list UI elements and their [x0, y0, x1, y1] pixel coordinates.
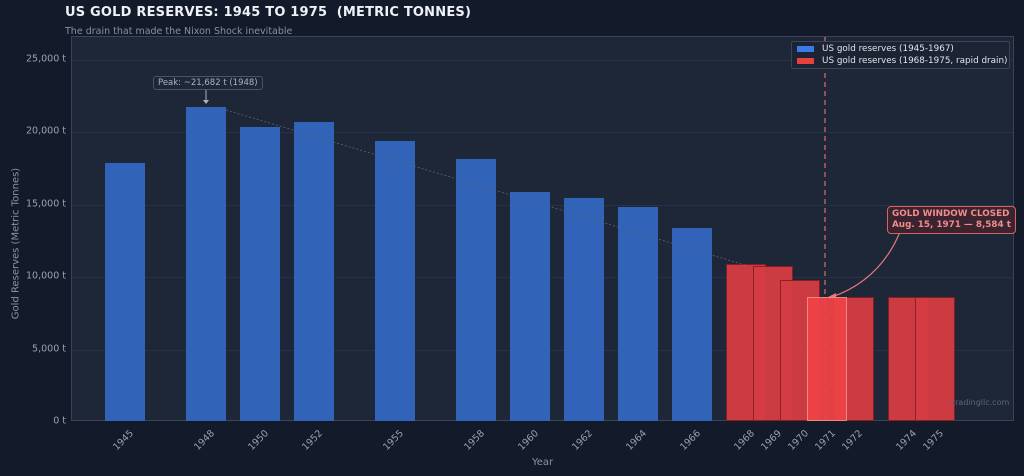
gold-window-annotation: GOLD WINDOW CLOSED Aug. 15, 1971 — 8,584…: [887, 206, 1016, 234]
chart-title: US GOLD RESERVES: 1945 TO 1975 (METRIC T…: [65, 5, 472, 20]
y-tick-label: 20,000 t: [26, 125, 66, 137]
watermark: tradingllc.com: [952, 398, 1010, 407]
bar-1950: [240, 127, 280, 421]
gridline: [72, 60, 1013, 61]
bar-1971: [807, 296, 847, 421]
bar-1975: [915, 296, 955, 421]
x-tick-label: 1955: [380, 428, 406, 453]
peak-annotation: Peak: ~21,682 t (1948): [153, 76, 263, 90]
legend-swatch-blue: [797, 45, 814, 52]
y-tick-label: 5,000 t: [32, 343, 66, 355]
x-tick-label: 1968: [731, 428, 757, 453]
legend-item-blue: US gold reserves (1945-1967): [797, 44, 954, 54]
x-tick-label: 1948: [191, 428, 217, 453]
y-tick-label: 25,000 t: [26, 53, 66, 65]
x-tick-label: 1972: [839, 428, 865, 453]
x-tick-label: 1952: [299, 428, 325, 453]
legend-swatch-red: [797, 57, 814, 64]
bar-1948: [186, 107, 226, 421]
x-tick-label: 1964: [623, 428, 649, 453]
gold-window-detail: Aug. 15, 1971 — 8,584 t: [892, 220, 1011, 230]
bar-1966: [672, 227, 712, 421]
x-tick-label: 1971: [812, 428, 838, 453]
x-tick-label: 1974: [893, 428, 919, 453]
x-tick-label: 1975: [920, 428, 946, 453]
x-tick-label: 1969: [758, 428, 784, 453]
x-tick-label: 1966: [677, 428, 703, 453]
x-tick-label: 1958: [461, 428, 487, 453]
legend-item-red: US gold reserves (1968-1975, rapid drain…: [797, 56, 1008, 66]
x-tick-label: 1945: [110, 428, 136, 453]
legend-label: US gold reserves (1968-1975, rapid drain…: [822, 56, 1008, 66]
x-tick-label: 1960: [515, 428, 541, 453]
bar-1955: [375, 140, 415, 421]
bar-1952: [294, 121, 334, 421]
x-tick-label: 1950: [245, 428, 271, 453]
bar-1960: [510, 192, 550, 421]
y-axis-label: Gold Reserves (Metric Tonnes): [10, 167, 22, 320]
legend: US gold reserves (1945-1967) US gold res…: [791, 41, 1010, 69]
chart-subtitle: The drain that made the Nixon Shock inev…: [65, 26, 293, 37]
bar-1962: [564, 198, 604, 421]
legend-label: US gold reserves (1945-1967): [822, 44, 954, 54]
y-tick-label: 10,000 t: [26, 270, 66, 282]
y-tick-label: 15,000 t: [26, 198, 66, 210]
x-axis-label: Year: [532, 457, 554, 468]
y-tick-label: 0 t: [53, 415, 66, 427]
x-tick-label: 1962: [569, 428, 595, 453]
bar-1964: [618, 206, 658, 421]
x-tick-label: 1970: [785, 428, 811, 453]
bar-1945: [105, 162, 145, 421]
bar-1958: [456, 159, 496, 421]
gold-window-title: GOLD WINDOW CLOSED: [892, 209, 1010, 219]
